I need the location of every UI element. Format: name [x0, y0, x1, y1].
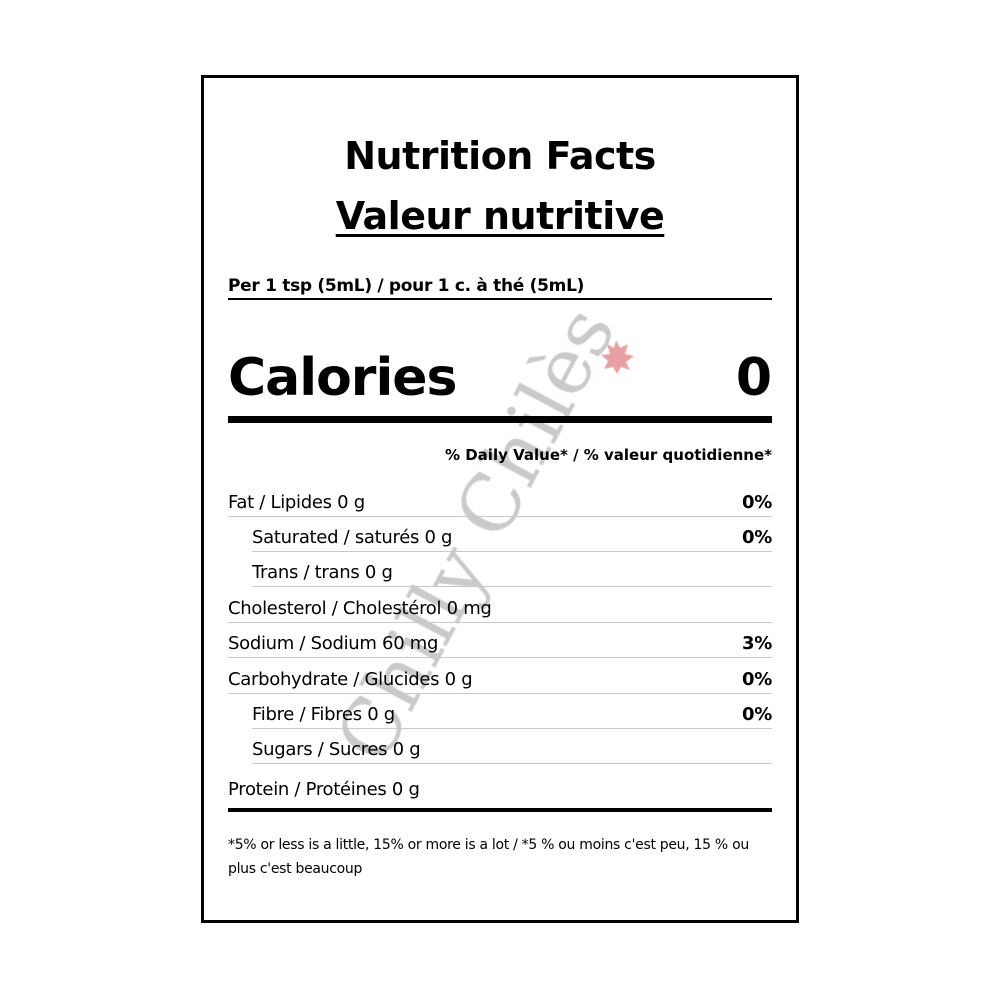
nutrient-label: Sodium / Sodium 60 mg: [228, 633, 439, 654]
nutrient-label: Saturated / saturés 0 g: [252, 527, 453, 548]
nutrient-label: Sugars / Sucres 0 g: [252, 739, 421, 760]
nutrient-label: Carbohydrate / Glucides 0 g: [228, 669, 473, 690]
title-en: Nutrition Facts: [344, 134, 656, 178]
nutrient-row: Cholesterol / Cholestérol 0 mg: [228, 598, 772, 623]
nutrient-label: Fibre / Fibres 0 g: [252, 704, 395, 725]
title-fr: Valeur nutritive: [204, 194, 796, 238]
nutrient-row: Saturated / saturés 0 g 0%: [252, 527, 772, 552]
divider: [228, 298, 772, 300]
nutrient-row: Fat / Lipides 0 g 0%: [228, 492, 772, 517]
nutrient-label: Cholesterol / Cholestérol 0 mg: [228, 598, 492, 619]
nutrient-daily-value: 0%: [742, 527, 772, 548]
nutrient-daily-value: 0%: [742, 669, 772, 690]
calories-label: Calories: [228, 348, 457, 408]
nutrient-daily-value: 0%: [742, 492, 772, 513]
calories-value: 0: [735, 348, 772, 408]
divider-bottom: [228, 808, 772, 812]
footnote: *5% or less is a little, 15% or more is …: [228, 837, 749, 877]
nutrient-row: Carbohydrate / Glucides 0 g 0%: [228, 669, 772, 694]
nutrient-row: Sugars / Sucres 0 g: [252, 739, 772, 764]
title-fr-text: Valeur nutritive: [335, 194, 665, 238]
daily-value-header: % Daily Value* / % valeur quotidienne*: [444, 446, 772, 464]
nutrient-label: Trans / trans 0 g: [252, 562, 393, 583]
nutrient-daily-value: 3%: [742, 633, 772, 654]
nutrition-label: Nutrition Facts Valeur nutritive Per 1 t…: [201, 75, 799, 923]
nutrient-row: Trans / trans 0 g: [252, 562, 772, 587]
divider-thick: [228, 416, 772, 423]
nutrient-row: Sodium / Sodium 60 mg 3%: [228, 633, 772, 658]
nutrient-label: Protein / Protéines 0 g: [228, 779, 420, 800]
nutrient-row: Fibre / Fibres 0 g 0%: [252, 704, 772, 729]
serving-size: Per 1 tsp (5mL) / pour 1 c. à thé (5mL): [228, 276, 585, 296]
nutrient-label: Fat / Lipides 0 g: [228, 492, 365, 513]
nutrient-row: Protein / Protéines 0 g: [228, 779, 772, 803]
nutrient-daily-value: 0%: [742, 704, 772, 725]
